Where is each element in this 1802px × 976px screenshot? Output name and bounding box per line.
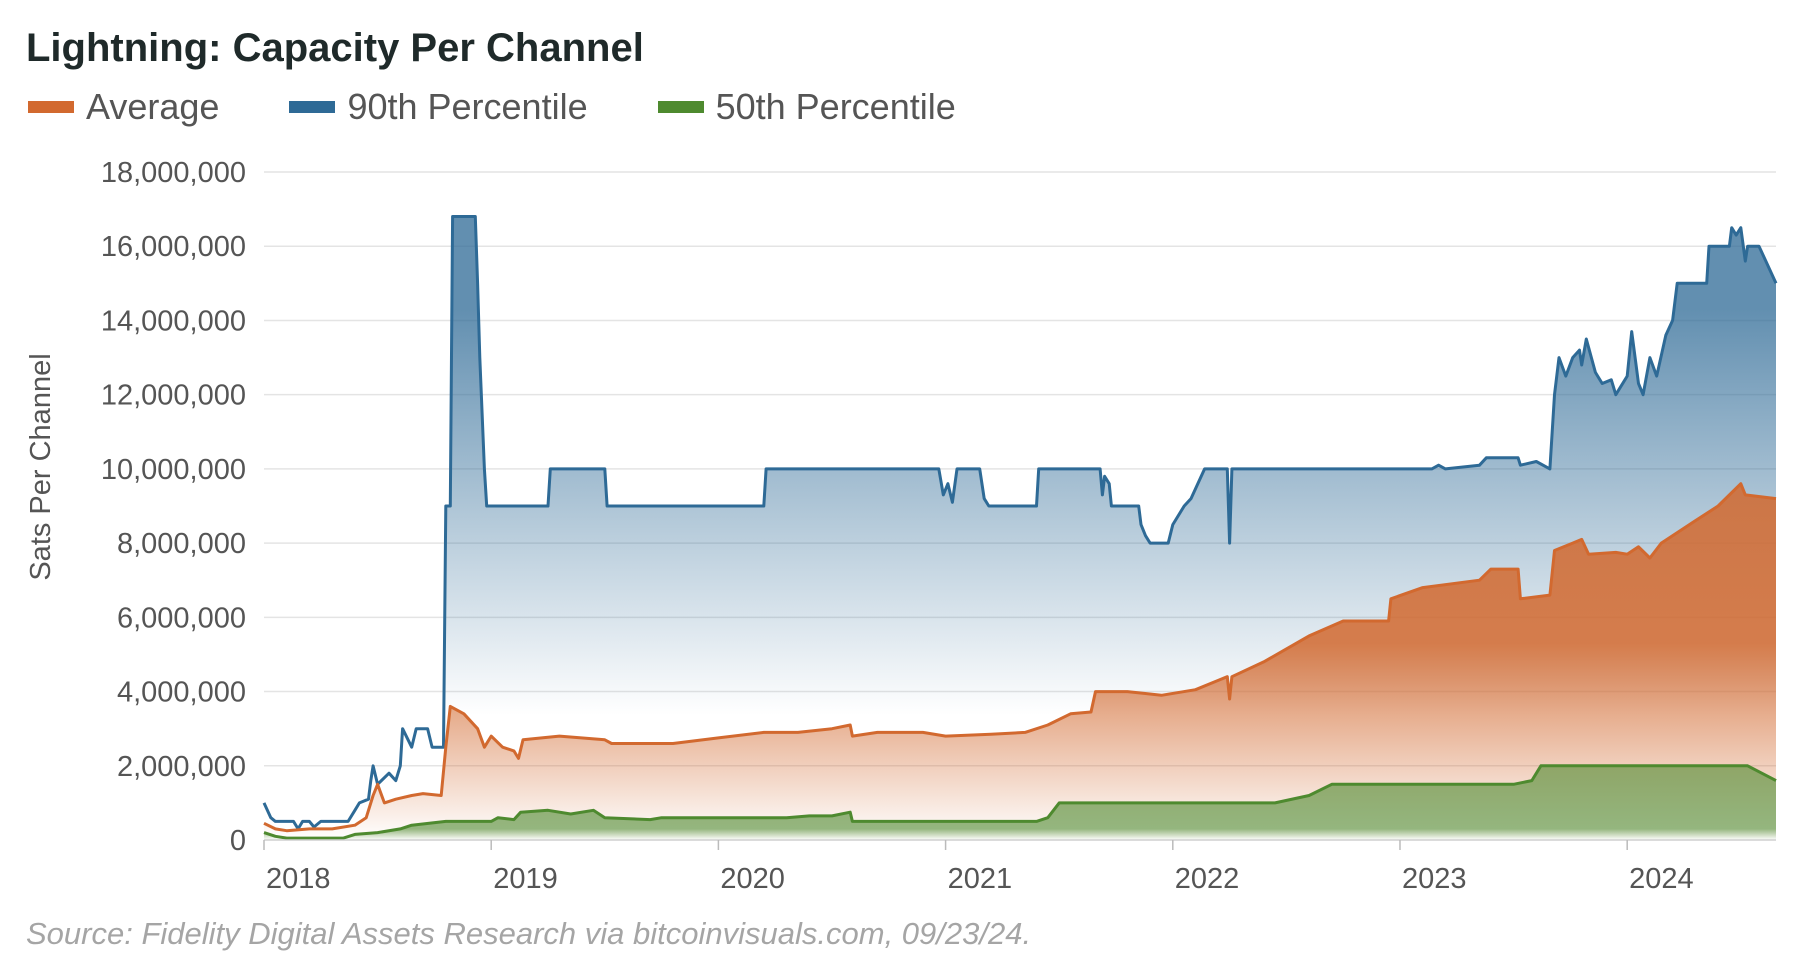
x-tick-label: 2020 <box>720 863 785 895</box>
legend-swatch-90th <box>289 101 336 113</box>
y-tick-label: 16,000,000 <box>101 231 246 263</box>
x-tick-label: 2022 <box>1175 863 1240 895</box>
x-tick-label: 2024 <box>1629 863 1694 895</box>
chart-title: Lightning: Capacity Per Channel <box>26 26 644 70</box>
line-average <box>263 482 1777 833</box>
source-note: Source: Fidelity Digital Assets Research… <box>26 916 1032 951</box>
y-tick-label: 8,000,000 <box>117 528 246 560</box>
legend-label: 50th Percentile <box>715 86 956 127</box>
legend-label: Average <box>86 86 220 127</box>
y-tick-label: 18,000,000 <box>101 157 246 189</box>
y-tick-label: 10,000,000 <box>101 454 246 486</box>
legend-item-90th: 90th Percentile <box>289 86 588 128</box>
y-tick-label: 0 <box>230 825 246 857</box>
legend-item-average: Average <box>28 86 219 128</box>
x-tick-label: 2021 <box>948 863 1013 895</box>
x-tick-label: 2018 <box>266 863 331 895</box>
x-tick-label: 2023 <box>1402 863 1467 895</box>
line-90th-percentile <box>262 215 1778 831</box>
legend: Average 90th Percentile 50th Percentile <box>28 86 1026 128</box>
area-average <box>264 483 1776 840</box>
x-tick-label: 2019 <box>493 863 558 895</box>
legend-swatch-50th <box>657 101 704 113</box>
y-tick-label: 14,000,000 <box>101 305 246 337</box>
y-tick-label: 12,000,000 <box>101 380 246 412</box>
y-axis-label: Sats Per Channel <box>25 353 57 580</box>
legend-item-50th: 50th Percentile <box>657 86 956 128</box>
legend-label: 90th Percentile <box>347 86 588 127</box>
y-tick-label: 2,000,000 <box>117 751 246 783</box>
legend-swatch-average <box>28 101 74 113</box>
y-tick-label: 6,000,000 <box>117 602 246 634</box>
y-tick-label: 4,000,000 <box>117 677 246 709</box>
line-50th-percentile <box>263 764 1777 840</box>
